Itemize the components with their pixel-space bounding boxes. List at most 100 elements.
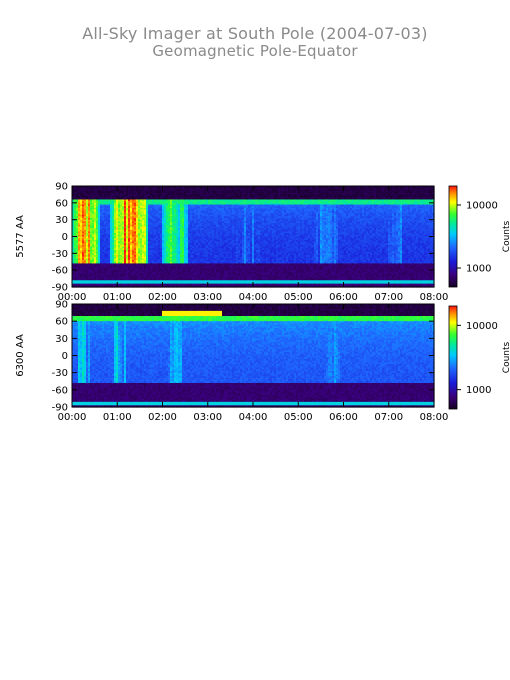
heatmap-cell xyxy=(86,285,89,288)
heatmap-cell xyxy=(110,268,113,271)
heatmap-cell xyxy=(112,211,115,214)
heatmap-cell xyxy=(74,273,77,276)
heatmap-cell xyxy=(114,207,117,211)
heatmap-cell xyxy=(112,251,115,254)
heatmap-cell xyxy=(84,270,87,273)
heatmap-cell xyxy=(138,206,141,209)
heatmap-cell xyxy=(110,196,113,199)
heatmap-cell xyxy=(102,197,105,201)
heatmap-cell xyxy=(112,217,115,221)
heatmap-cell xyxy=(98,260,101,263)
heatmap-cell xyxy=(96,236,99,239)
heatmap-cell xyxy=(84,280,87,283)
heatmap-cell xyxy=(82,229,85,233)
heatmap-cell xyxy=(122,263,125,266)
heatmap-cell xyxy=(92,217,95,221)
heatmap-cell xyxy=(128,276,131,280)
heatmap-cell xyxy=(134,285,137,288)
heatmap-cell xyxy=(116,191,119,194)
heatmap-cell xyxy=(82,214,85,217)
heatmap-cell xyxy=(148,238,151,241)
heatmap-cell xyxy=(84,251,87,254)
heatmap-cell xyxy=(86,241,89,244)
heatmap-cell xyxy=(124,199,127,202)
heatmap-cell xyxy=(118,256,121,259)
heatmap-cell xyxy=(156,238,159,241)
heatmap-cell xyxy=(82,281,85,285)
heatmap-cell xyxy=(114,196,117,199)
heatmap-cell xyxy=(114,243,117,246)
heatmap-cell xyxy=(154,223,157,226)
heatmap-cell xyxy=(78,249,81,253)
heatmap-cell xyxy=(130,231,133,234)
heatmap-cell xyxy=(152,255,155,258)
heatmap-cell xyxy=(118,234,121,238)
heatmap-cell xyxy=(116,234,119,238)
heatmap-cell xyxy=(76,260,79,263)
heatmap-cell xyxy=(120,249,123,253)
heatmap-cell xyxy=(86,226,89,229)
heatmap-cell xyxy=(150,189,153,192)
heatmap-cell xyxy=(88,249,91,253)
heatmap-cell xyxy=(74,249,77,253)
heatmap-cell xyxy=(90,261,93,265)
heatmap-cell xyxy=(114,211,117,214)
heatmap-cell xyxy=(118,276,121,280)
heatmap-cell xyxy=(140,234,143,238)
heatmap-cell xyxy=(90,271,93,275)
heatmap-cell xyxy=(110,243,113,246)
heatmap-cell xyxy=(144,241,147,244)
heatmap-cell xyxy=(94,219,97,222)
heatmap-cell xyxy=(148,196,151,199)
heatmap-cell xyxy=(88,212,91,216)
heatmap-cell xyxy=(92,256,95,259)
heatmap-cell xyxy=(132,201,135,204)
heatmap-cell xyxy=(120,211,123,214)
heatmap-cell xyxy=(136,271,139,275)
heatmap-cell xyxy=(102,223,105,226)
heatmap-cell xyxy=(132,266,135,270)
heatmap-cell xyxy=(116,239,119,243)
heatmap-cell xyxy=(126,239,129,243)
heatmap-cell xyxy=(110,273,113,276)
heatmap-cell xyxy=(142,214,145,217)
heatmap-cell xyxy=(154,253,157,256)
heatmap-cell xyxy=(118,233,121,236)
heatmap-cell xyxy=(130,241,133,244)
heatmap-cell xyxy=(90,214,93,217)
heatmap-cell xyxy=(106,224,109,227)
heatmap-cell xyxy=(134,253,137,256)
heatmap-cell xyxy=(78,265,81,268)
heatmap-cell xyxy=(104,239,107,243)
heatmap-cell xyxy=(90,260,93,263)
heatmap-cell xyxy=(122,186,125,189)
heatmap-cell xyxy=(138,258,141,261)
heatmap-cell xyxy=(94,212,97,216)
heatmap-cell xyxy=(142,266,145,270)
heatmap-cell xyxy=(104,186,107,189)
heatmap-cell xyxy=(92,211,95,214)
heatmap-cell xyxy=(132,231,135,234)
heatmap-cell xyxy=(82,255,85,258)
heatmap-cell xyxy=(106,273,109,276)
heatmap-cell xyxy=(148,236,151,239)
heatmap-cell xyxy=(74,229,77,233)
heatmap-cell xyxy=(112,270,115,273)
heatmap-cell xyxy=(134,236,137,239)
heatmap-cell xyxy=(80,238,83,241)
heatmap-cell xyxy=(106,216,109,219)
heatmap-cell xyxy=(72,253,75,256)
heatmap-cell xyxy=(76,197,79,201)
heatmap-cell xyxy=(88,194,91,197)
heatmap-cell xyxy=(124,263,127,266)
heatmap-cell xyxy=(130,233,133,236)
heatmap-cell xyxy=(150,249,153,253)
heatmap-cell xyxy=(154,261,157,265)
heatmap-cell xyxy=(124,248,127,251)
heatmap-cell xyxy=(104,229,107,233)
heatmap-cell xyxy=(110,199,113,202)
heatmap-cell xyxy=(118,214,121,217)
heatmap-cell xyxy=(144,207,147,211)
heatmap-cell xyxy=(88,266,91,270)
heatmap-cell xyxy=(94,229,97,233)
